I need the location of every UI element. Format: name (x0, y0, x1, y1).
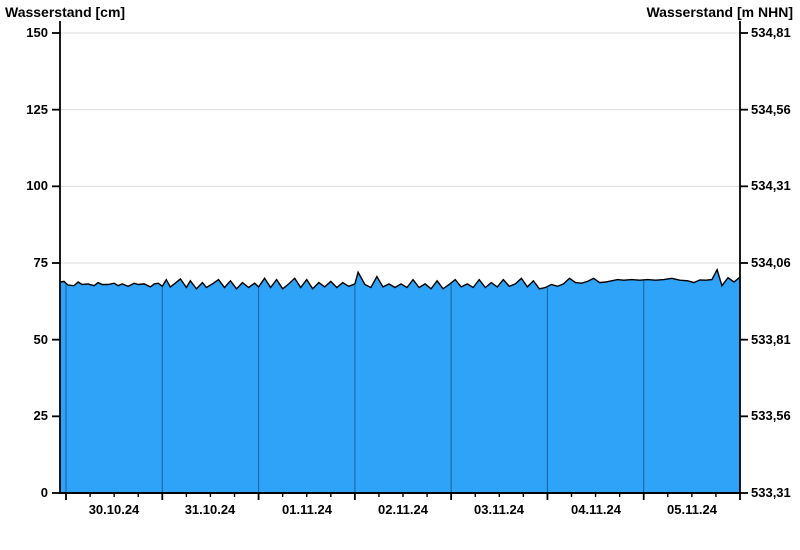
x-tick-label-date: 01.11.24 (282, 502, 332, 517)
y-tick-label-right: 534,56 (751, 102, 791, 117)
y-tick-label-right: 534,81 (751, 25, 791, 40)
water-level-area (60, 269, 740, 493)
y-tick-label-left: 50 (33, 332, 48, 347)
y-tick-label-right: 533,31 (751, 485, 791, 500)
y-tick-label-left: 150 (26, 25, 48, 40)
water-level-outline (59, 267, 741, 290)
x-tick-label-date: 03.11.24 (474, 502, 524, 517)
y-tick-label-right: 534,06 (751, 255, 791, 270)
x-tick-label-date: 04.11.24 (571, 502, 621, 517)
x-tick-label-date: 30.10.24 (88, 502, 140, 517)
y-tick-label-left: 75 (33, 255, 48, 270)
y-tick-label-right: 533,81 (751, 332, 791, 347)
y-tick-label-left: 100 (26, 178, 48, 193)
y-tick-label-left: 125 (26, 102, 48, 117)
axis-title-right: Wasserstand [m NHN] (646, 4, 793, 20)
y-tick-label-right: 533,56 (751, 408, 791, 423)
y-tick-label-left: 25 (33, 408, 48, 423)
axis-title-left: Wasserstand [cm] (5, 4, 126, 20)
x-tick-label-date: 05.11.24 (667, 502, 717, 517)
x-tick-label-date: 31.10.24 (184, 502, 236, 517)
y-tick-label-left: 0 (40, 485, 48, 500)
x-tick-label-date: 02.11.24 (378, 502, 428, 517)
y-tick-label-right: 534,31 (751, 178, 791, 193)
